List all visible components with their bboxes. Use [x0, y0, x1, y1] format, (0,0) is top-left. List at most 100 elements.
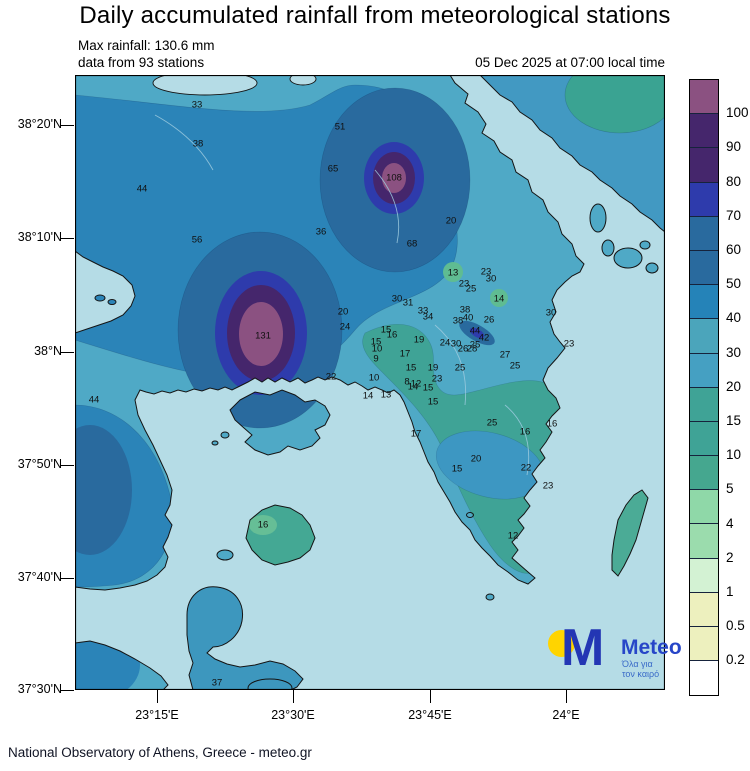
station-value-label: 40 [463, 313, 474, 324]
rainfall-colorbar [689, 79, 719, 697]
longitude-tick [566, 690, 568, 703]
latitude-label: 38°10'N [17, 230, 62, 244]
colorbar-boundary-label: 60 [726, 242, 742, 257]
station-value-label: 44 [137, 184, 148, 195]
colorbar-boundary-label: 0.2 [726, 652, 745, 668]
station-value-label: 19 [428, 363, 439, 374]
station-value-label: 51 [335, 122, 346, 133]
longitude-tick [293, 690, 295, 703]
station-value-label: 38 [453, 316, 464, 327]
latitude-tick [61, 578, 74, 580]
station-value-label: 23 [459, 279, 470, 290]
station-value-label: 44 [470, 326, 481, 337]
station-value-label: 28 [467, 344, 478, 355]
colorbar-cell [690, 285, 718, 320]
station-value-label: 20 [471, 454, 482, 465]
colorbar-cell [690, 114, 718, 149]
station-value-label: 25 [510, 361, 521, 372]
station-value-label: 17 [411, 429, 422, 440]
station-value-label: 68 [407, 239, 418, 250]
colorbar-cell [690, 490, 718, 525]
colorbar-boundary-label: 70 [726, 207, 742, 223]
latitude-tick [61, 125, 74, 127]
river-lines [154, 114, 530, 476]
station-value-label: 14 [494, 294, 505, 305]
station-value-label: 22 [326, 372, 337, 383]
logo-tagline-line2: τον καιρό [622, 669, 660, 679]
colorbar-boundary-label: 0.5 [726, 618, 745, 634]
station-value-label: 25 [466, 284, 477, 295]
station-value-label: 17 [400, 349, 411, 360]
colorbar-boundary-label: 2 [726, 549, 734, 565]
station-value-label: 26 [484, 315, 495, 326]
colorbar-cell [690, 80, 718, 115]
colorbar-cell [690, 148, 718, 183]
station-value-label: 23 [564, 339, 575, 350]
station-value-label: 23 [432, 374, 443, 385]
latitude-label: 37°30'N [17, 682, 62, 696]
longitude-tick [430, 690, 432, 703]
coastlines [74, 74, 666, 698]
station-value-label: 15 [406, 363, 417, 374]
station-value-label: 30 [546, 308, 557, 319]
station-value-label: 36 [316, 227, 327, 238]
station-value-label: 20 [446, 216, 457, 227]
colorbar-boundary-label: 100 [726, 105, 749, 121]
latitude-tick [61, 465, 74, 467]
colorbar-cell [690, 387, 718, 422]
station-value-label: 38 [193, 139, 204, 150]
station-value-label: 31 [403, 298, 414, 309]
colorbar-boundary-label: 15 [726, 413, 742, 428]
colorbar-cell [690, 627, 718, 662]
station-value-label: 25 [455, 363, 466, 374]
station-value-label: 16 [520, 427, 531, 438]
latitude-label: 37°50'N [17, 457, 62, 471]
colorbar-boundary-label: 30 [726, 344, 742, 360]
station-value-label: 19 [414, 335, 425, 346]
station-value-label: 38 [460, 305, 471, 316]
longitude-label: 23°45'E [408, 708, 452, 722]
station-value-label: 9 [373, 354, 378, 365]
colorbar-cell [690, 661, 718, 696]
colorbar-cell [690, 558, 718, 593]
map-border [74, 74, 666, 691]
colorbar-boundary-label: 20 [726, 378, 742, 394]
colorbar-cell [690, 182, 718, 217]
station-value-label: 30 [451, 339, 462, 350]
station-value-label: 34 [423, 312, 434, 323]
longitude-label: 23°15'E [135, 708, 179, 722]
station-value-label: 23 [481, 267, 492, 278]
latitude-label: 37°40'N [17, 570, 62, 584]
station-value-label: 15 [381, 325, 392, 336]
logo-brand-text: Meteo [621, 636, 682, 659]
station-value-label: 24 [440, 338, 451, 349]
station-value-label: 23 [543, 481, 554, 492]
colorbar-cell [690, 524, 718, 559]
rainfall-contour-map: 33 38 44 56 51 65 108 36 20 68 13 23 30 23 25 14 30 31 33 3… [74, 70, 682, 698]
colorbar-cell [690, 592, 718, 627]
station-value-label: 20 [338, 307, 349, 318]
colorbar-cell [690, 456, 718, 491]
station-value-label: 44 [89, 395, 100, 406]
station-value-label: 12 [411, 379, 422, 390]
logo-tagline-line1: Όλα για [622, 659, 653, 669]
colorbar-cell [690, 250, 718, 286]
station-value-label: 26 [458, 344, 469, 355]
station-value-label: 37 [212, 678, 223, 689]
station-value-label: 108 [386, 173, 402, 184]
station-value-label: 15 [371, 337, 382, 348]
latitude-label: 38°20'N [17, 117, 62, 131]
station-value-label: 33 [418, 306, 429, 317]
station-value-label: 12 [508, 531, 519, 542]
page-title: Daily accumulated rainfall from meteorol… [79, 2, 671, 29]
station-value-label: 65 [328, 164, 339, 175]
colorbar-cell [690, 421, 718, 457]
attribution-text: National Observatory of Athens, Greece -… [8, 745, 312, 760]
datetime-text: 05 Dec 2025 at 07:00 local time [475, 55, 665, 70]
latitude-tick [61, 352, 74, 354]
latitude-tick [61, 690, 74, 692]
station-value-label: 16 [387, 330, 398, 341]
colorbar-boundary-label: 40 [726, 310, 742, 326]
station-value-label: 24 [340, 322, 351, 333]
